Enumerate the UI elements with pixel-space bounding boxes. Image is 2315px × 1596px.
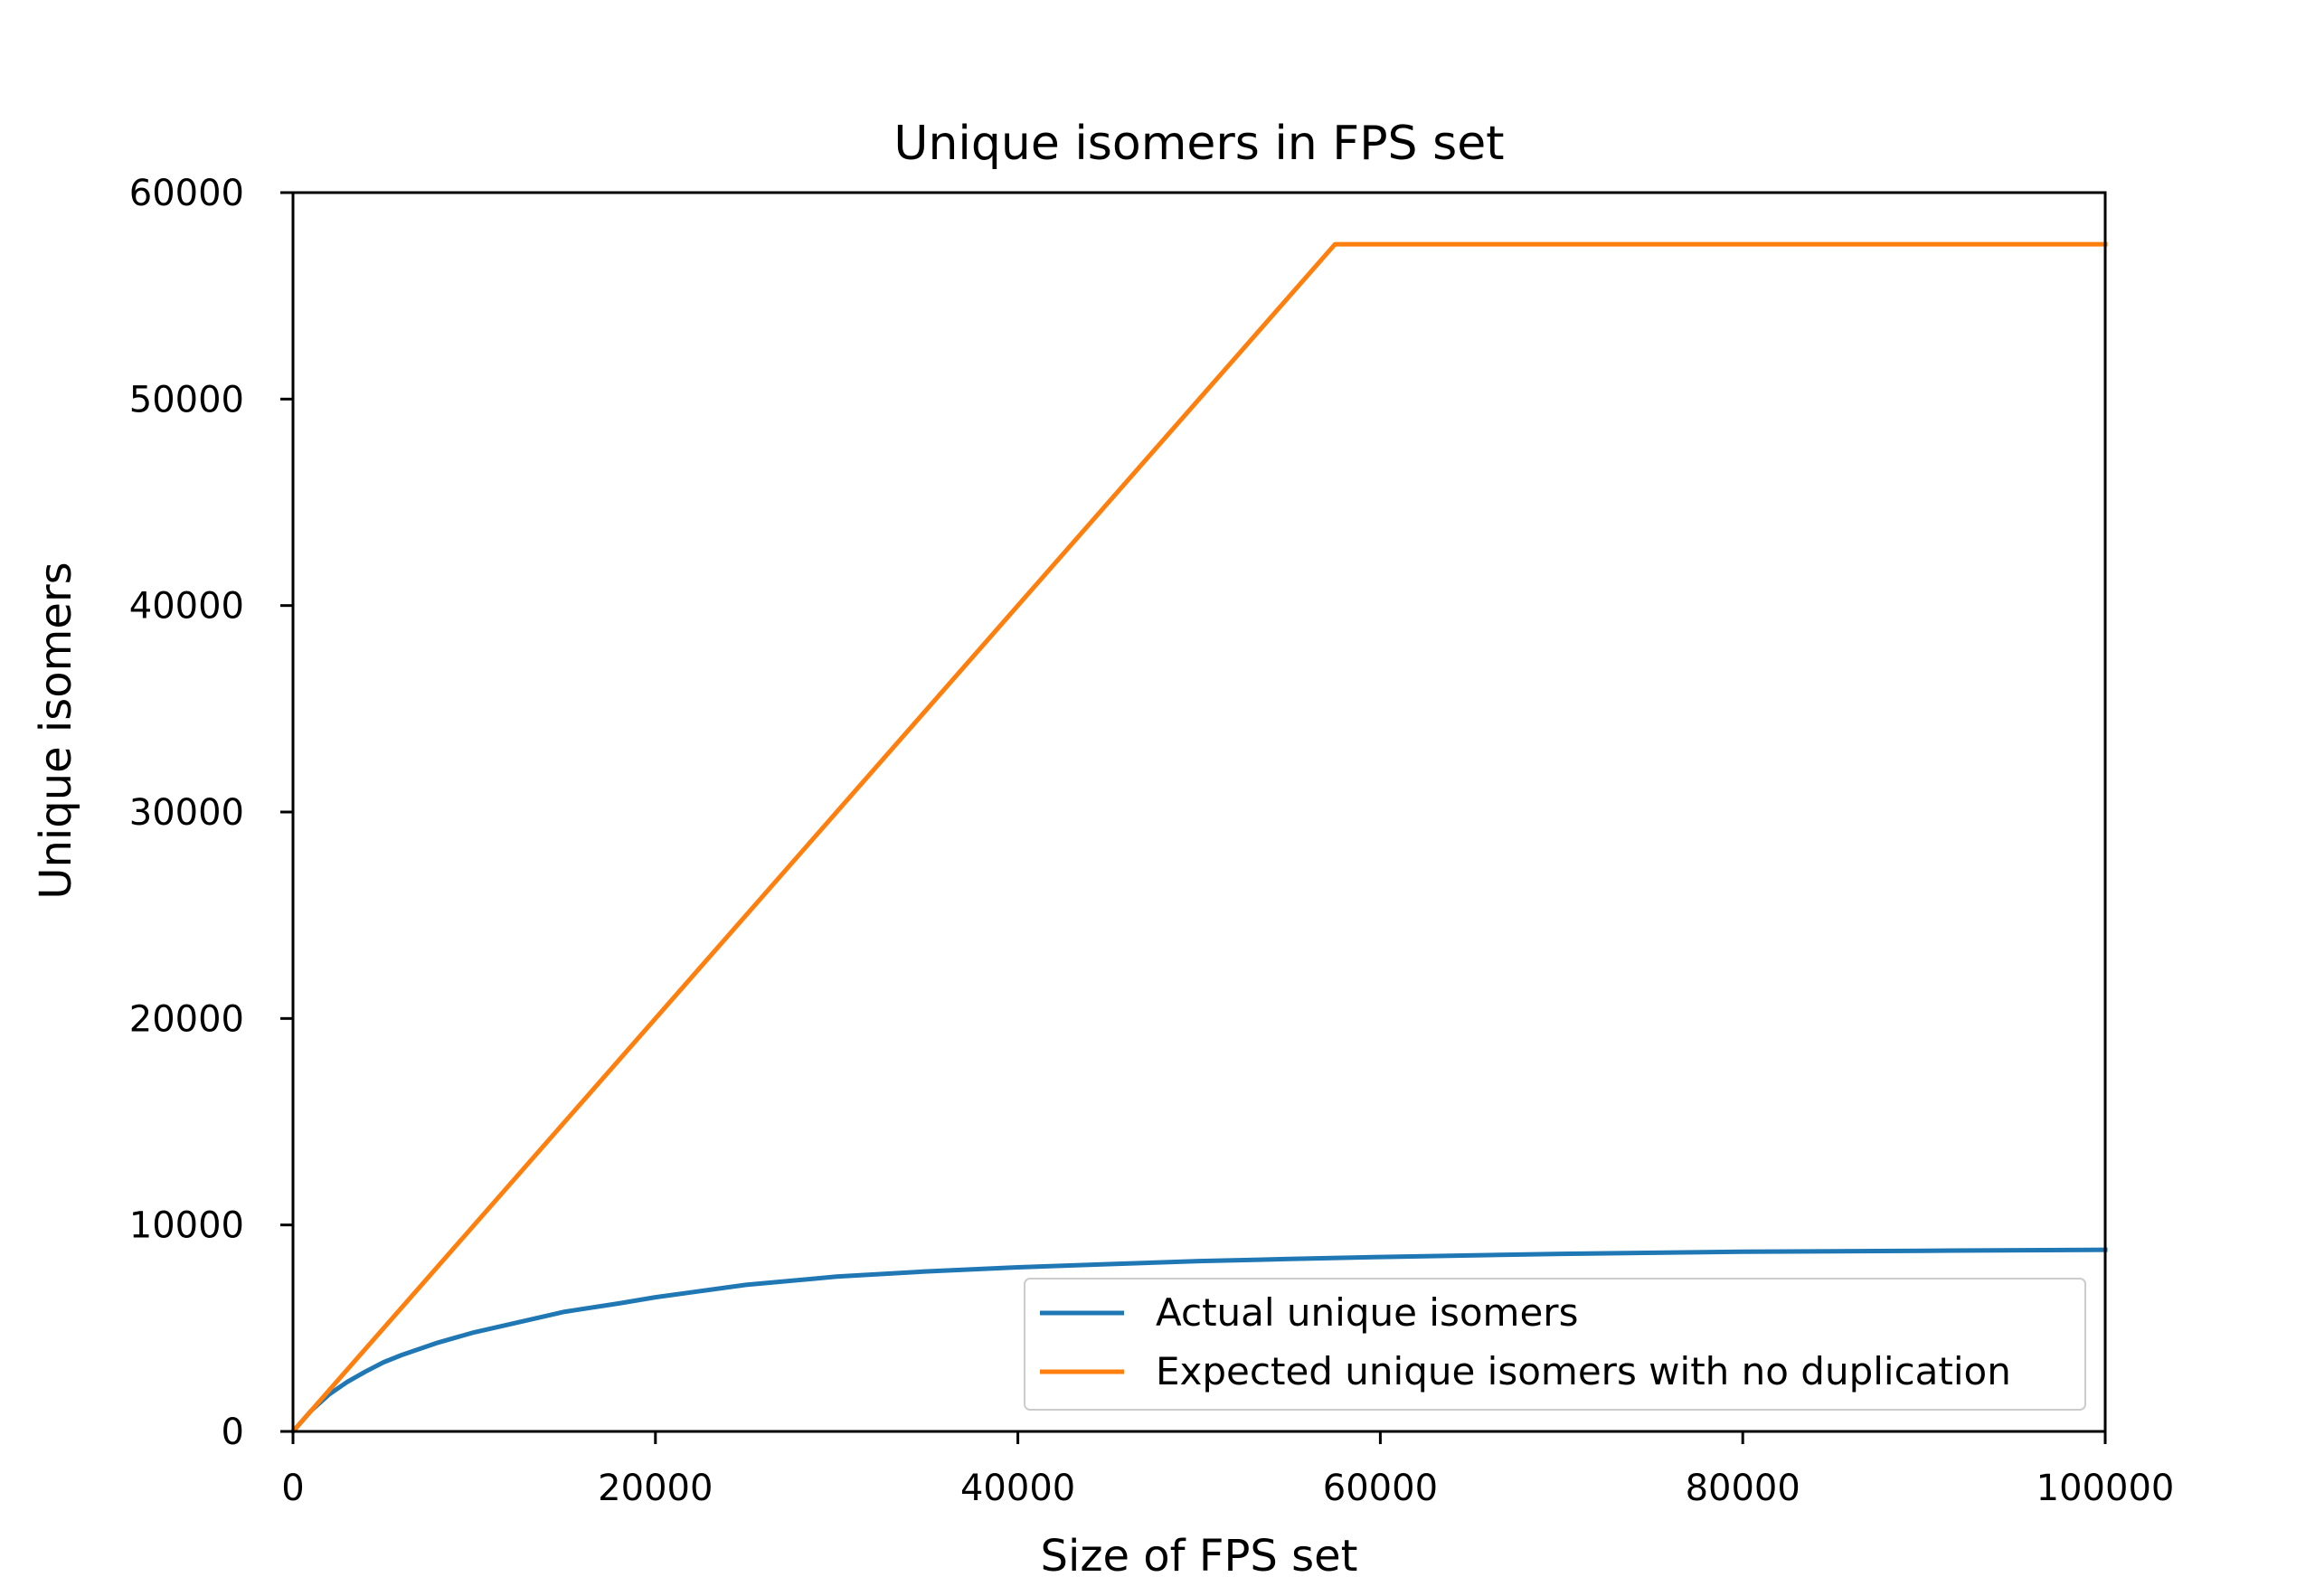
legend: Actual unique isomers Expected unique is… xyxy=(1024,1278,2086,1411)
x-tick-label: 60000 xyxy=(1323,1468,1438,1509)
legend-label-actual: Actual unique isomers xyxy=(1156,1290,1578,1335)
series-line-1 xyxy=(289,241,2108,1435)
legend-label-expected: Expected unique isomers with no duplicat… xyxy=(1156,1349,2011,1393)
legend-box xyxy=(1024,1278,2086,1411)
y-tick-label: 60000 xyxy=(129,173,244,214)
plot-lines xyxy=(289,241,2108,1435)
x-tick-label: 20000 xyxy=(598,1468,713,1509)
y-tick-label: 30000 xyxy=(129,792,244,834)
y-tick-label: 20000 xyxy=(129,998,244,1040)
y-tick-label: 0 xyxy=(222,1412,244,1453)
x-tick-label: 40000 xyxy=(960,1468,1075,1509)
x-tick-label: 100000 xyxy=(2036,1468,2175,1509)
y-tick-label: 10000 xyxy=(129,1205,244,1247)
x-tick-label: 80000 xyxy=(1686,1468,1800,1509)
x-axis-label: Size of FPS set xyxy=(1041,1531,1358,1582)
y-tick-label: 40000 xyxy=(129,586,244,628)
chart-title: Unique isomers in FPS set xyxy=(893,117,1504,171)
plot-frame xyxy=(291,191,2107,1433)
series-line-0 xyxy=(289,1247,2108,1435)
x-tick-label: 0 xyxy=(281,1468,304,1509)
x-axis: 0 20000 40000 60000 80000 100000 xyxy=(281,1431,2174,1509)
y-tick-label: 50000 xyxy=(129,379,244,420)
y-axis: 0 10000 20000 30000 40000 50000 60000 xyxy=(129,173,293,1453)
y-axis-label: Unique isomers xyxy=(31,562,81,899)
